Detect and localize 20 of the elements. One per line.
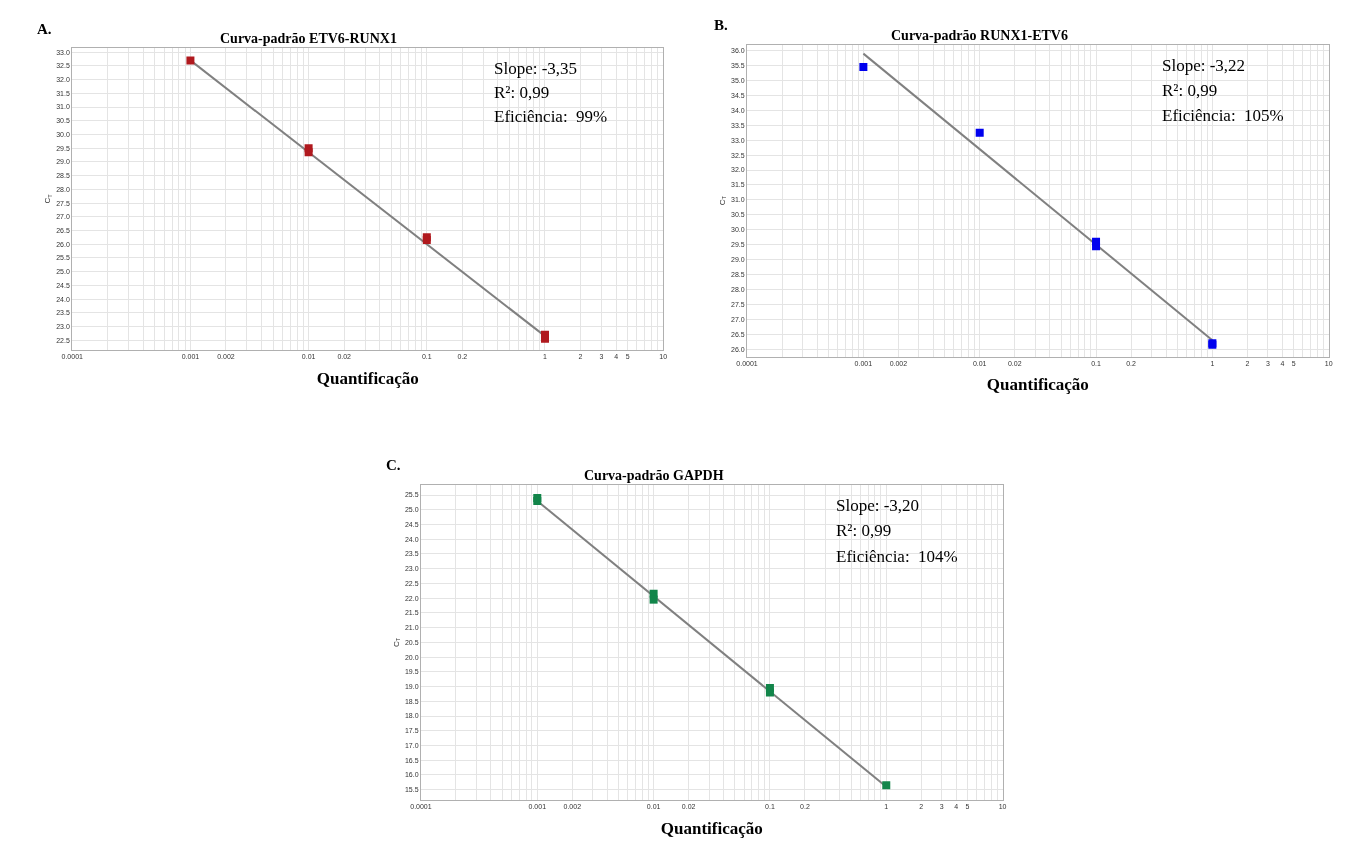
x-axis-title: Quantificação bbox=[316, 368, 419, 388]
chart-title: Curva-padrão ETV6-RUNX1 bbox=[220, 31, 397, 46]
text: A. bbox=[37, 21, 52, 37]
annotation: Slope: -3,35 bbox=[494, 59, 578, 78]
x-axis-title: Quantificação bbox=[986, 375, 1089, 395]
annotation: Eficiência: 105% bbox=[1162, 106, 1284, 125]
annotation: R²: 0,99 bbox=[494, 83, 550, 102]
annotation: Slope: -3,22 bbox=[1162, 56, 1246, 75]
point bbox=[975, 128, 984, 137]
text: B. bbox=[714, 17, 728, 33]
annotation: R²: 0,99 bbox=[836, 521, 892, 540]
annotation: R²: 0,99 bbox=[1162, 81, 1218, 100]
point bbox=[1092, 242, 1101, 251]
chart-title: Curva-padrão RUNX1-ETV6 bbox=[891, 28, 1068, 43]
text: C. bbox=[386, 457, 401, 473]
annotation: Slope: -3,20 bbox=[836, 496, 920, 515]
annotation: Eficiência: 99% bbox=[494, 107, 608, 126]
chart-title: Curva-padrão GAPDH bbox=[584, 468, 724, 483]
x-axis-title: Quantificação bbox=[660, 818, 763, 838]
annotation: Eficiência: 104% bbox=[836, 547, 958, 566]
